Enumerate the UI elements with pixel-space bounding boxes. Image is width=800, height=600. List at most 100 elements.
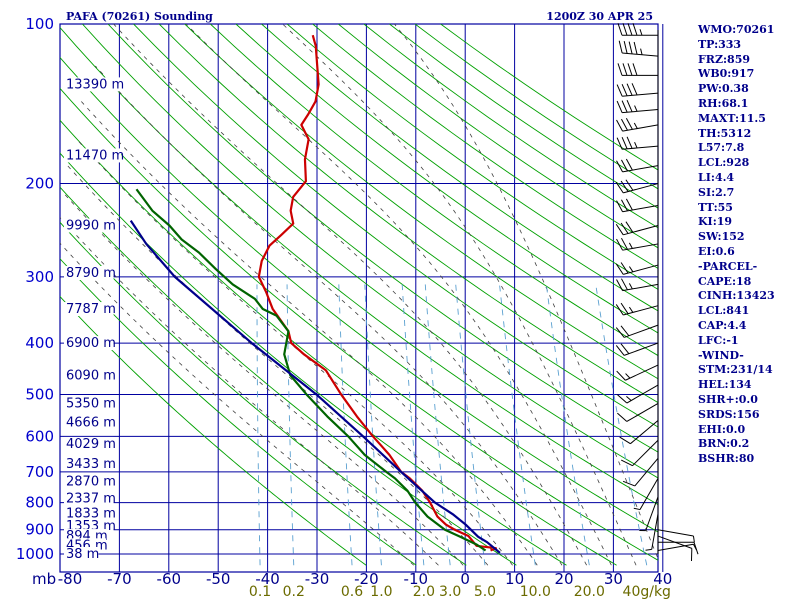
dry-adiabat-line [158, 24, 658, 404]
wind-barb-feather [616, 160, 623, 173]
wind-barb [618, 40, 659, 57]
dry-adiabat-line [312, 24, 658, 269]
wind-barb-staff [630, 420, 659, 445]
moist-adiabat-line [95, 65, 563, 566]
temperature-tick-label: -40 [255, 570, 280, 588]
height-label-background [64, 396, 114, 411]
wind-barb-staff [622, 243, 659, 251]
index-entry: HEL:134 [698, 378, 752, 392]
mixing-ratio-label: 5.0 [474, 584, 496, 600]
wind-barb-feather [621, 459, 633, 467]
moist-adiabat-line [282, 24, 637, 566]
wind-barb-feather [615, 182, 624, 194]
height-label: 1833 m [66, 506, 116, 521]
temperature-tick-label: -50 [206, 570, 231, 588]
dry-adiabat-line [60, 26, 658, 506]
wind-barb [619, 420, 659, 445]
wind-barb-feather [621, 199, 628, 212]
pressure-tick-label: 600 [25, 427, 54, 445]
dry-adiabat-line [210, 24, 658, 357]
moist-adiabat-line [113, 24, 588, 566]
dry-adiabat-line [184, 24, 658, 380]
wind-barb-staff [626, 403, 659, 422]
wind-barb-feather [617, 63, 623, 76]
wind-barb-feather [616, 279, 623, 291]
index-entry: MAXT:11.5 [698, 111, 766, 125]
height-label-background [64, 436, 114, 451]
mixing-ratio-label: 0.2 [283, 584, 305, 600]
wind-barb-half-feather [628, 242, 633, 249]
wind-barb [616, 158, 659, 173]
height-label-background [64, 506, 114, 521]
height-label-background [64, 456, 114, 471]
wind-barb [615, 221, 659, 236]
station-title: PAFA (70261) Sounding [66, 10, 213, 23]
dry-adiabat-line [235, 24, 658, 334]
mixing-ratio-label: 20.0 [574, 584, 605, 600]
wind-barb [615, 342, 659, 356]
wind-barb-feather [622, 23, 628, 36]
mixing-ratio-label: 10.0 [520, 584, 551, 600]
wind-barb [616, 198, 659, 213]
grid-lines [59, 23, 664, 573]
index-entry: BRN:0.2 [698, 437, 750, 451]
wind-barb [616, 136, 659, 150]
wind-barb-half-feather [626, 395, 632, 401]
wind-barb-feather [621, 118, 628, 131]
index-entry: EHI:0.0 [698, 422, 746, 436]
height-label: 2337 m [66, 491, 116, 506]
wind-barb [616, 278, 659, 292]
wind-barb-staff [623, 183, 659, 194]
wind-barb-feather [626, 136, 633, 149]
index-entry: BSHR:80 [698, 452, 755, 466]
height-label: 6090 m [66, 368, 116, 383]
wind-barb-half-feather [639, 29, 643, 36]
wind-barb-staff [622, 52, 659, 57]
wind-barb-feather [616, 238, 623, 251]
wind-barb-feather [621, 137, 628, 150]
wind-barb-feather [621, 278, 628, 291]
mixing-ratio-line [286, 284, 295, 566]
dry-adiabat-line [261, 24, 658, 312]
parcel-profile-line [129, 220, 501, 554]
wind-barb-feather [621, 159, 628, 172]
moist-adiabat-line [60, 216, 439, 566]
temperature-tick-label: -30 [305, 570, 330, 588]
wind-barb [616, 364, 659, 381]
wind-barb-feather [616, 200, 623, 212]
height-label-background [64, 491, 114, 506]
wind-barb-feather [617, 394, 628, 404]
wind-barb-staff [622, 124, 659, 132]
dry-adiabat-line [60, 295, 367, 566]
wind-barb [657, 543, 697, 552]
height-label: 13390 m [66, 77, 124, 92]
wind-barb-staff [622, 92, 659, 97]
wind-barb [633, 478, 659, 511]
wind-barb-staff [623, 225, 659, 236]
wind-barb-staff [651, 513, 659, 550]
temperature-tick-label: 20 [554, 570, 573, 588]
wind-barb-half-feather [640, 48, 643, 55]
dry-adiabat-line [60, 56, 658, 533]
index-entry: -PARCEL- [698, 259, 758, 273]
pressure-tick-label: 1000 [16, 545, 54, 563]
wind-barb [617, 384, 659, 404]
wind-barb-feather [627, 63, 633, 76]
height-label-background [64, 218, 114, 233]
wind-barb [616, 237, 659, 251]
wind-barb-feather [626, 99, 633, 112]
index-entry: LCL:928 [698, 156, 750, 170]
pressure-tick-label: 200 [25, 175, 54, 193]
pressure-tick-label: 700 [25, 463, 54, 481]
wind-barb-feather [628, 41, 633, 55]
plot-area [60, 24, 658, 566]
index-entry: LFC:-1 [698, 333, 739, 347]
wind-barb [645, 513, 659, 551]
wind-barb-half-feather [634, 105, 638, 112]
height-label: 38 m [66, 547, 99, 562]
wind-barb-half-feather [693, 544, 697, 551]
temperature-tick-label: 0 [460, 570, 470, 588]
temperature-tick-label: -80 [58, 570, 83, 588]
mixing-ratio-line [595, 284, 648, 566]
wind-barb [639, 496, 659, 532]
